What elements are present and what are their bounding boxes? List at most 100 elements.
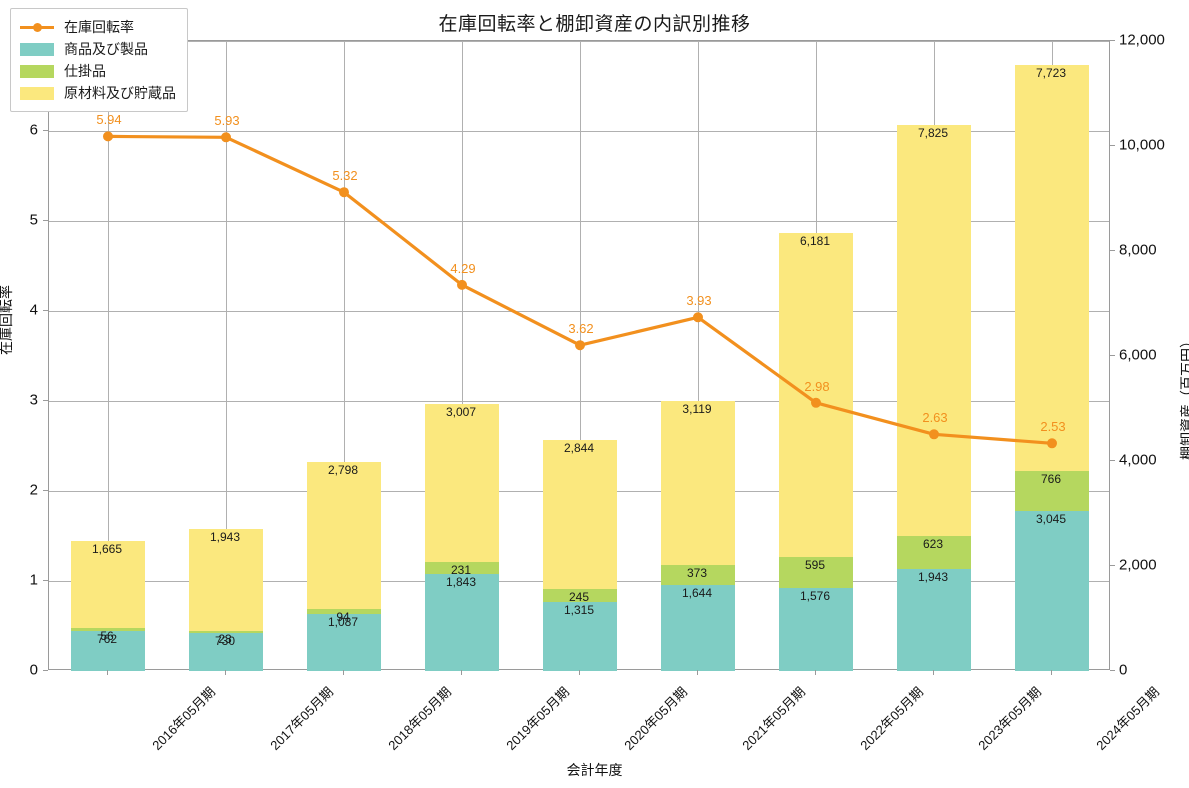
x-tick-mark <box>107 670 108 675</box>
x-tick-mark <box>461 670 462 675</box>
x-tick-mark <box>815 670 816 675</box>
bar-value-label: 595 <box>804 558 826 573</box>
bar-value-label: 1,843 <box>445 575 477 590</box>
bar-value-label: 762 <box>96 631 118 646</box>
line-value-label: 2.63 <box>922 410 948 426</box>
bar-segment[interactable] <box>425 574 499 671</box>
bar-segment[interactable] <box>779 588 853 671</box>
bar-value-label: 3,007 <box>445 405 477 420</box>
legend-color-swatch-icon <box>20 86 54 100</box>
y-tick-mark-right <box>1110 670 1115 671</box>
bar-value-label: 1,644 <box>681 585 713 600</box>
y-tick-label-left: 6 <box>29 121 38 139</box>
bar-value-label: 730 <box>214 633 236 648</box>
y-tick-mark-right <box>1110 40 1115 41</box>
y-tick-mark-right <box>1110 250 1115 251</box>
bar-segment[interactable] <box>897 125 971 537</box>
gridline-vertical <box>580 41 581 669</box>
bar-segment[interactable] <box>189 631 263 633</box>
line-data-point[interactable] <box>339 187 349 198</box>
line-value-label: 4.29 <box>450 260 476 276</box>
bar-value-label: 231 <box>450 563 472 578</box>
line-value-label: 5.93 <box>214 113 240 129</box>
bar-segment[interactable] <box>189 529 263 632</box>
legend-label: 仕掛品 <box>64 63 106 79</box>
bar-segment[interactable] <box>543 439 617 590</box>
y-axis-title-right: 棚卸資産（百万円） <box>1179 334 1189 460</box>
bar-value-label: 373 <box>686 566 708 581</box>
x-tick-mark <box>579 670 580 675</box>
gridline-horizontal <box>49 221 1109 222</box>
bar-segment[interactable] <box>543 589 617 602</box>
bar-value-label: 6,181 <box>799 233 831 248</box>
bar-value-label: 1,665 <box>91 541 123 556</box>
line-data-point[interactable] <box>1047 438 1057 449</box>
line-value-label: 3.62 <box>568 321 594 337</box>
y-tick-label-left: 2 <box>29 481 38 499</box>
bar-segment[interactable] <box>897 536 971 569</box>
bar-segment[interactable] <box>661 584 735 671</box>
y-tick-mark-right <box>1110 145 1115 146</box>
line-data-point[interactable] <box>457 279 467 290</box>
y-tick-mark-right <box>1110 355 1115 356</box>
gridline-vertical <box>698 41 699 669</box>
gridline-horizontal <box>49 311 1109 312</box>
bar-value-label: 23 <box>218 632 232 647</box>
line-data-point[interactable] <box>221 132 231 143</box>
bar-segment[interactable] <box>307 608 381 614</box>
bar-segment[interactable] <box>425 404 499 563</box>
line-data-point[interactable] <box>575 340 585 351</box>
line-value-label: 2.98 <box>804 378 830 394</box>
x-tick-mark <box>933 670 934 675</box>
bar-segment[interactable] <box>71 628 145 631</box>
x-tick-mark <box>1051 670 1052 675</box>
x-tick-label: 2021年05月期 <box>739 684 809 753</box>
line-data-point[interactable] <box>693 312 703 323</box>
x-tick-mark <box>343 670 344 675</box>
x-tick-label: 2024年05月期 <box>1093 684 1163 753</box>
legend-item-2[interactable]: 仕掛品 <box>20 60 176 82</box>
x-tick-label: 2020年05月期 <box>621 684 691 753</box>
bar-segment[interactable] <box>661 401 735 566</box>
bar-segment[interactable] <box>425 562 499 575</box>
bar-segment[interactable] <box>1015 65 1089 471</box>
bar-value-label: 2,844 <box>563 440 595 455</box>
bar-value-label: 7,723 <box>1035 66 1067 81</box>
bar-segment[interactable] <box>897 568 971 671</box>
line-data-point[interactable] <box>929 429 939 440</box>
x-tick-label: 2022年05月期 <box>857 684 927 753</box>
y-tick-mark-right <box>1110 565 1115 566</box>
bar-segment[interactable] <box>779 232 853 558</box>
bar-segment[interactable] <box>71 540 145 629</box>
chart-legend[interactable]: 在庫回転率商品及び製品 仕掛品原材料及び貯蔵品 <box>10 8 188 112</box>
line-value-label: 2.53 <box>1040 419 1066 435</box>
legend-item-0[interactable]: 在庫回転率 <box>20 16 176 38</box>
bar-segment[interactable] <box>71 630 145 671</box>
y-tick-mark-left <box>43 220 48 221</box>
legend-label: 商品及び製品 <box>64 41 148 57</box>
legend-label: 在庫回転率 <box>64 19 134 35</box>
bar-segment[interactable] <box>307 613 381 671</box>
legend-label: 原材料及び貯蔵品 <box>64 85 176 101</box>
bar-value-label: 766 <box>1040 471 1062 486</box>
chart-title: 在庫回転率と棚卸資産の内訳別推移 <box>438 14 751 35</box>
line-data-point[interactable] <box>103 131 113 142</box>
bar-segment[interactable] <box>543 601 617 671</box>
bar-segment[interactable] <box>779 557 853 589</box>
y-tick-mark-left <box>43 670 48 671</box>
y-tick-mark-left <box>43 580 48 581</box>
x-tick-label: 2017年05月期 <box>267 684 337 753</box>
bar-segment[interactable] <box>1015 511 1089 671</box>
inventory-turnover-line <box>103 131 1057 449</box>
bar-segment[interactable] <box>661 565 735 585</box>
bar-segment[interactable] <box>1015 470 1089 512</box>
gridline-vertical <box>462 41 463 669</box>
legend-item-3[interactable]: 原材料及び貯蔵品 <box>20 82 176 104</box>
line-data-point[interactable] <box>811 397 821 408</box>
bar-value-label: 1,943 <box>209 530 241 545</box>
legend-item-1[interactable]: 商品及び製品 <box>20 38 176 60</box>
bar-segment[interactable] <box>307 462 381 609</box>
legend-color-swatch-icon <box>20 42 54 56</box>
bar-segment[interactable] <box>189 632 263 671</box>
line-value-label: 3.93 <box>686 293 712 309</box>
